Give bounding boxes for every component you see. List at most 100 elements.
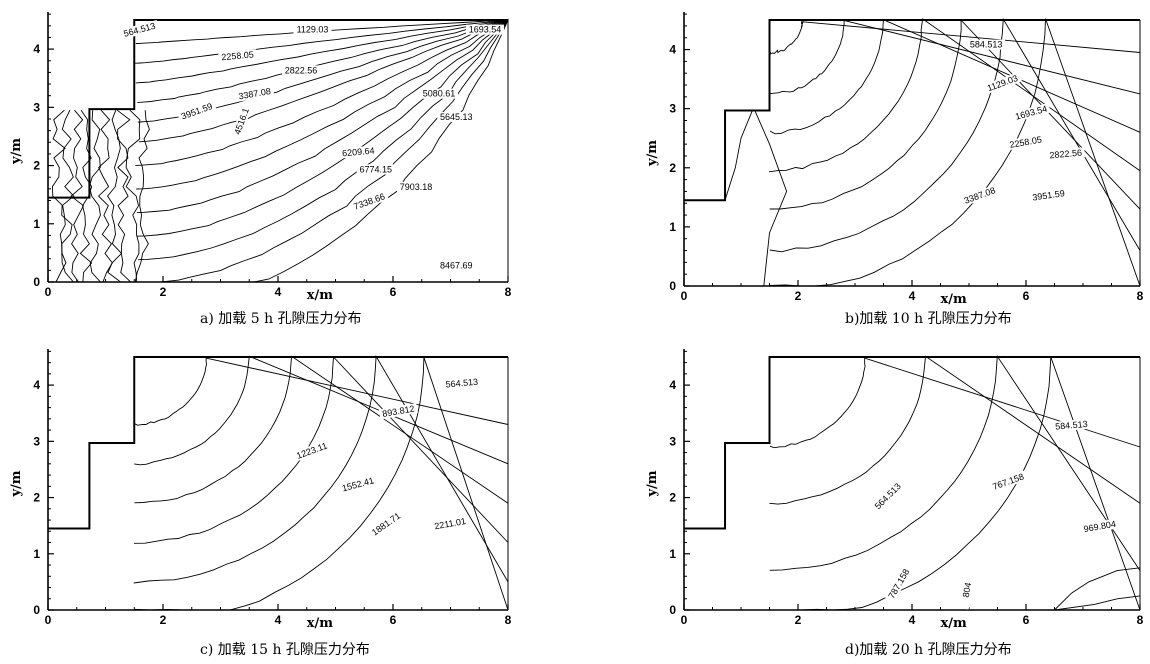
x-tick-label: 2 [795,613,802,627]
contour-line [754,111,788,287]
y-tick-label: 0 [669,279,676,293]
contour-line [134,355,509,466]
contour-label-bg [338,474,378,495]
contour-label: 584.513 [967,39,1006,50]
x-tick-label: 0 [45,613,52,627]
x-tick-label: 8 [1137,613,1144,627]
y-tick-label: 3 [669,102,676,116]
y-axis-label: y/m [645,470,660,497]
contour-line [137,19,509,103]
contour-label: 1693.54 [466,24,504,35]
contour-line [136,19,509,190]
contour-label: 1223.11 [292,439,332,462]
panel-caption: b)加载 10 h 孔隙压力分布 [845,311,1012,327]
contour-label: 3951.59 [177,100,217,123]
contour-label-bg [885,564,913,603]
contour-label: 5645.13 [437,111,476,122]
contour-line [136,18,509,283]
contour-label-text: 7903.18 [400,182,433,192]
y-axis-label: y/m [9,470,24,497]
contour-line [769,355,1141,505]
x-tick-label: 4 [275,285,282,299]
panel-caption: a) 加载 5 h 孔隙压力分布 [200,311,362,327]
contour-line [138,18,509,261]
contour-label: 2822.56 [1046,147,1086,161]
y-tick-label: 4 [33,42,40,56]
contour-label: 3387.08 [960,184,1000,207]
contour-line [61,110,75,283]
contour-label-text: 3387.08 [238,86,272,101]
contour-label-bg [119,19,160,40]
panel-c: 0 2 4 6 8 0 1 2 3 4 x/m y/m 564.513 893.812 1223.11 155… [9,349,512,658]
contour-line [135,19,509,45]
contour-label-bg [466,24,504,35]
contour-label-text: 969.804 [1083,519,1117,534]
contour-label-bg [1080,518,1120,535]
x-tick-label: 2 [160,285,167,299]
contour-label-bg [988,470,1028,493]
contour-label: 4516.1 [230,101,253,141]
x-tick-label: 2 [160,613,167,627]
contour-label: 7338.66 [349,190,389,213]
x-tick-label: 4 [909,613,916,627]
contour-label: 893.812 [378,403,418,420]
contour-label-text: 1552.41 [341,475,375,493]
contour-label-bg [349,190,389,213]
contour-label-bg [282,65,320,76]
contour-label-text: 564.513 [445,377,478,390]
contour-label-bg [982,71,1023,95]
contour-line [137,19,509,123]
y-tick-label: 1 [669,547,676,561]
contour-label: 584.513 [1052,418,1091,432]
contour-label-text: 6209.64 [342,146,375,159]
contour-line [97,109,113,283]
contour-label-bg [437,111,476,122]
x-tick-label: 6 [390,285,397,299]
contour-label: 3387.08 [235,85,275,102]
domain-boundary [48,19,508,199]
contour-label-bg [1029,187,1069,203]
contour-line [134,355,509,504]
contour-line [769,17,1141,253]
contour-label-bg [967,39,1006,50]
contour-lines [724,17,1141,287]
contour-label-text: 564.513 [873,481,903,511]
panel-b: 0 2 4 6 8 0 1 2 3 4 x/m y/m 584.513 1129.03 1693.54 225… [645,12,1144,327]
contour-label-bg [397,181,435,192]
contour-label-text: 804 [961,582,973,599]
y-tick-label: 4 [33,378,40,392]
domain-boundary [48,356,508,530]
contour-line [133,354,509,584]
x-tick-label: 0 [681,289,688,303]
contour-label: 564.513 [442,376,482,390]
contour-line [133,355,509,544]
y-tick-label: 0 [33,603,40,617]
y-tick-label: 2 [669,161,676,175]
contour-label: 2211.01 [430,515,470,532]
contour-label: 804 [958,570,976,610]
contour-line [1054,567,1141,611]
contour-label-bg [420,88,458,99]
contour-label-bg [378,403,418,420]
y-axis-label: y/m [645,140,660,167]
contour-line [134,110,150,283]
y-tick-label: 1 [669,220,676,234]
contour-label-bg [235,85,275,102]
contour-line [135,19,509,166]
x-tick-label: 4 [275,613,282,627]
contour-label: 1129.03 [293,24,332,35]
contour-line [116,109,132,283]
y-tick-label: 3 [33,434,40,448]
contour-label-text: 584.513 [970,40,1003,50]
y-tick-label: 2 [33,159,40,173]
x-tick-label: 6 [390,613,397,627]
y-tick-label: 3 [669,434,676,448]
y-tick-label: 1 [33,217,40,231]
contour-label-text: 564.513 [122,21,156,39]
contour-label-bg [338,145,378,159]
contour-label: 1552.41 [338,474,378,495]
y-tick-label: 2 [669,491,676,505]
contour-label-text: 1223.11 [295,441,328,461]
y-tick-label: 0 [669,603,676,617]
contour-line [769,19,1141,95]
